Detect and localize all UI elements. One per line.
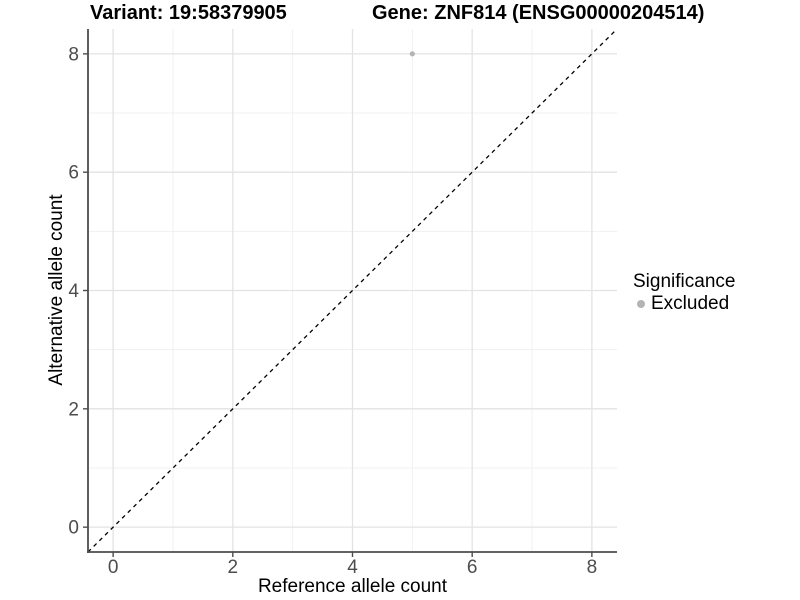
y-tick-label: 0 (68, 518, 79, 539)
y-axis-title: Alternative allele count (46, 194, 67, 386)
data-point (409, 51, 415, 57)
gene-title: Gene: ZNF814 (ENSG00000204514) (372, 2, 705, 24)
x-tick-label: 8 (587, 557, 598, 578)
legend-item: Excluded (637, 293, 735, 315)
legend: Significance Excluded (633, 271, 735, 315)
legend-key-dot (637, 300, 645, 308)
x-tick-label: 2 (228, 557, 239, 578)
legend-title: Significance (633, 271, 736, 292)
y-tick-label: 6 (68, 163, 79, 184)
variant-title: Variant: 19:58379905 (90, 2, 287, 24)
legend-item-label: Excluded (651, 293, 730, 314)
y-tick-label: 2 (68, 399, 79, 420)
x-tick-label: 6 (467, 557, 478, 578)
y-tick-label: 4 (68, 281, 79, 302)
x-axis-title: Reference allele count (257, 576, 448, 597)
identity-line (87, 28, 618, 553)
x-tick-label: 4 (347, 557, 358, 578)
y-tick-label: 8 (68, 44, 79, 65)
x-tick-label: 0 (108, 557, 119, 578)
